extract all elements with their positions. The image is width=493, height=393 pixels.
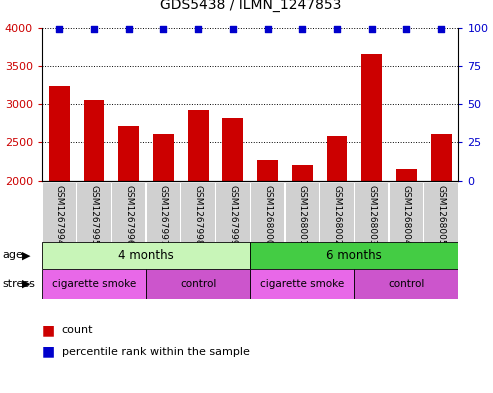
Text: control: control [388,279,424,289]
Point [402,26,410,32]
Bar [216,183,249,242]
Text: 6 months: 6 months [326,249,382,262]
Bar [361,53,382,334]
Text: GSM1268002: GSM1268002 [332,185,342,246]
Text: GSM1267996: GSM1267996 [124,185,133,246]
Bar [396,169,417,334]
Bar [424,183,458,242]
Bar [112,183,145,242]
Bar [42,183,76,242]
Bar [84,99,105,334]
Text: GSM1267998: GSM1267998 [194,185,203,246]
Bar [181,183,215,242]
Bar [146,269,250,299]
Text: age: age [2,250,23,261]
Text: count: count [62,325,93,335]
Text: GSM1268001: GSM1268001 [298,185,307,246]
Point [298,26,306,32]
Bar [354,269,458,299]
Bar [147,183,180,242]
Text: GDS5438 / ILMN_1247853: GDS5438 / ILMN_1247853 [160,0,341,12]
Text: ■: ■ [42,323,55,337]
Text: stress: stress [2,279,35,289]
Text: GSM1268000: GSM1268000 [263,185,272,246]
Text: GSM1267994: GSM1267994 [55,185,64,246]
Point [229,26,237,32]
Bar [250,269,354,299]
Point [125,26,133,32]
Bar [118,126,139,334]
Text: GSM1268005: GSM1268005 [437,185,446,246]
Bar [153,134,174,334]
Text: GSM1267999: GSM1267999 [228,185,237,246]
Bar [77,183,110,242]
Text: 4 months: 4 months [118,249,174,262]
Point [194,26,202,32]
Point [437,26,445,32]
Point [159,26,167,32]
Text: GSM1268004: GSM1268004 [402,185,411,246]
Bar [431,134,452,334]
Text: percentile rank within the sample: percentile rank within the sample [62,347,249,357]
Bar [390,183,423,242]
Bar [355,183,388,242]
Text: ■: ■ [42,345,55,359]
Point [368,26,376,32]
Bar [326,136,348,334]
Bar [257,160,278,334]
Point [264,26,272,32]
Text: GSM1268003: GSM1268003 [367,185,376,246]
Text: GSM1267995: GSM1267995 [89,185,99,246]
Bar [285,183,319,242]
Text: GSM1267997: GSM1267997 [159,185,168,246]
Bar [292,165,313,334]
Text: cigarette smoke: cigarette smoke [52,279,136,289]
Bar [188,110,209,334]
Bar [250,242,458,269]
Bar [49,86,70,334]
Bar [222,118,243,334]
Bar [251,183,284,242]
Text: ▶: ▶ [22,250,31,261]
Bar [320,183,353,242]
Bar [42,242,250,269]
Text: cigarette smoke: cigarette smoke [260,279,345,289]
Text: ▶: ▶ [22,279,31,289]
Point [55,26,63,32]
Point [90,26,98,32]
Point [333,26,341,32]
Bar [42,269,146,299]
Text: control: control [180,279,216,289]
